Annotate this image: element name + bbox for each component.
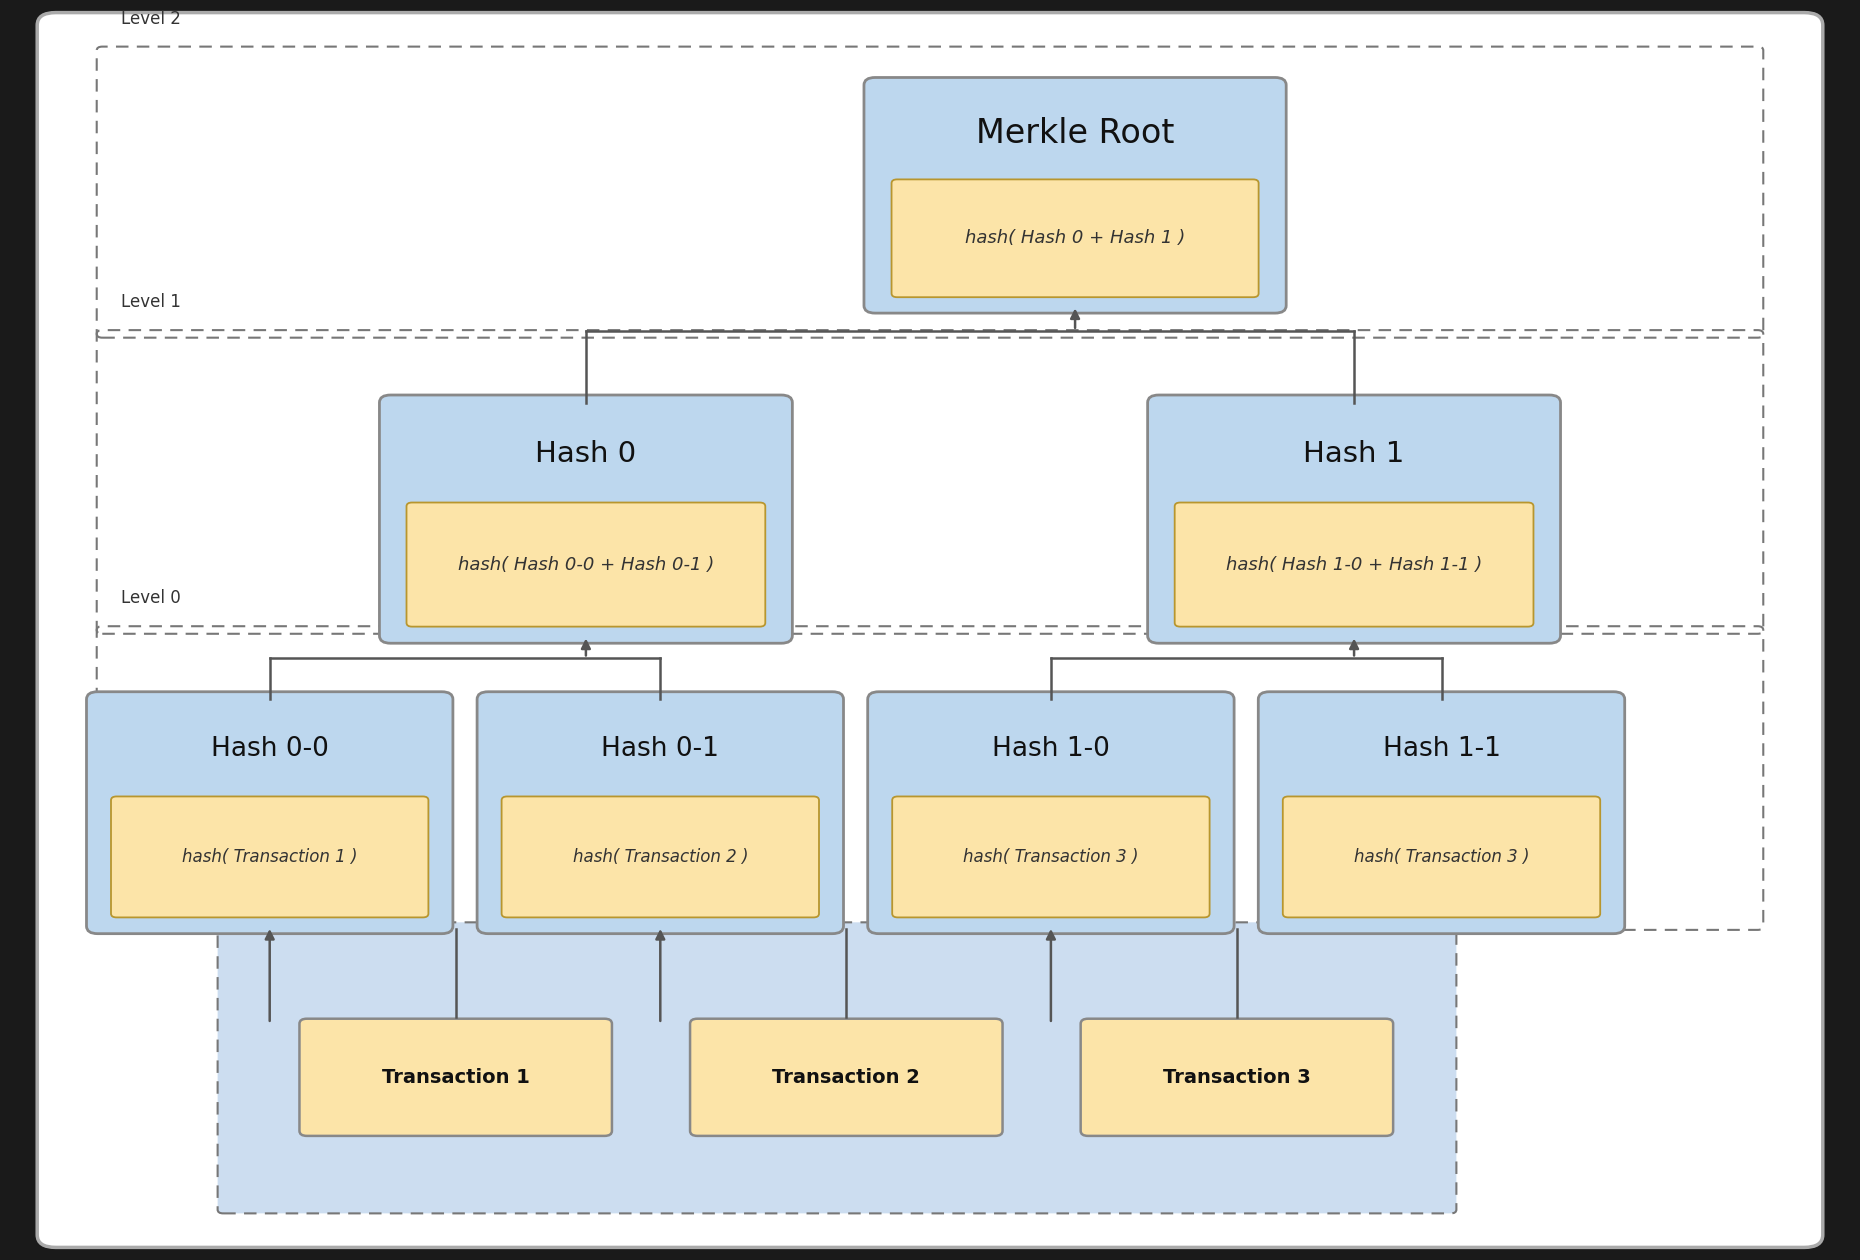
- Text: Transaction 1: Transaction 1: [381, 1067, 530, 1087]
- Text: Merkle Root: Merkle Root: [976, 117, 1174, 150]
- Text: hash( Transaction 1 ): hash( Transaction 1 ): [182, 848, 357, 866]
- FancyBboxPatch shape: [690, 1018, 1003, 1137]
- FancyBboxPatch shape: [1257, 692, 1624, 934]
- FancyBboxPatch shape: [891, 179, 1259, 297]
- Text: hash( Hash 0 + Hash 1 ): hash( Hash 0 + Hash 1 ): [965, 229, 1185, 247]
- FancyBboxPatch shape: [502, 796, 818, 917]
- Text: Hash 0-1: Hash 0-1: [601, 736, 720, 762]
- Text: hash( Transaction 3 ): hash( Transaction 3 ): [1354, 848, 1529, 866]
- FancyBboxPatch shape: [1283, 796, 1600, 917]
- FancyBboxPatch shape: [867, 692, 1235, 934]
- FancyBboxPatch shape: [1148, 396, 1561, 644]
- Text: hash( Hash 0-0 + Hash 0-1 ): hash( Hash 0-0 + Hash 0-1 ): [458, 556, 714, 573]
- Text: Hash 1-0: Hash 1-0: [991, 736, 1110, 762]
- Text: hash( Transaction 3 ): hash( Transaction 3 ): [963, 848, 1138, 866]
- Text: Transaction 2: Transaction 2: [772, 1067, 921, 1087]
- Text: Hash 1: Hash 1: [1304, 440, 1404, 467]
- Text: Hash 1-1: Hash 1-1: [1382, 736, 1501, 762]
- FancyBboxPatch shape: [37, 13, 1823, 1247]
- Text: Level 1: Level 1: [121, 294, 180, 311]
- FancyBboxPatch shape: [86, 692, 452, 934]
- FancyBboxPatch shape: [112, 796, 428, 917]
- FancyBboxPatch shape: [1176, 503, 1533, 626]
- FancyBboxPatch shape: [476, 692, 843, 934]
- Text: Hash 0: Hash 0: [536, 440, 636, 467]
- FancyBboxPatch shape: [1081, 1018, 1393, 1137]
- FancyBboxPatch shape: [299, 1018, 612, 1137]
- FancyBboxPatch shape: [893, 796, 1209, 917]
- Text: Hash 0-0: Hash 0-0: [210, 736, 329, 762]
- FancyBboxPatch shape: [407, 503, 764, 626]
- FancyBboxPatch shape: [379, 396, 792, 644]
- Text: hash( Transaction 2 ): hash( Transaction 2 ): [573, 848, 748, 866]
- Text: Level 2: Level 2: [121, 10, 180, 28]
- Text: hash( Hash 1-0 + Hash 1-1 ): hash( Hash 1-0 + Hash 1-1 ): [1226, 556, 1482, 573]
- FancyBboxPatch shape: [218, 922, 1456, 1213]
- Text: Level 0: Level 0: [121, 590, 180, 607]
- FancyBboxPatch shape: [863, 78, 1285, 314]
- Text: Transaction 3: Transaction 3: [1162, 1067, 1311, 1087]
